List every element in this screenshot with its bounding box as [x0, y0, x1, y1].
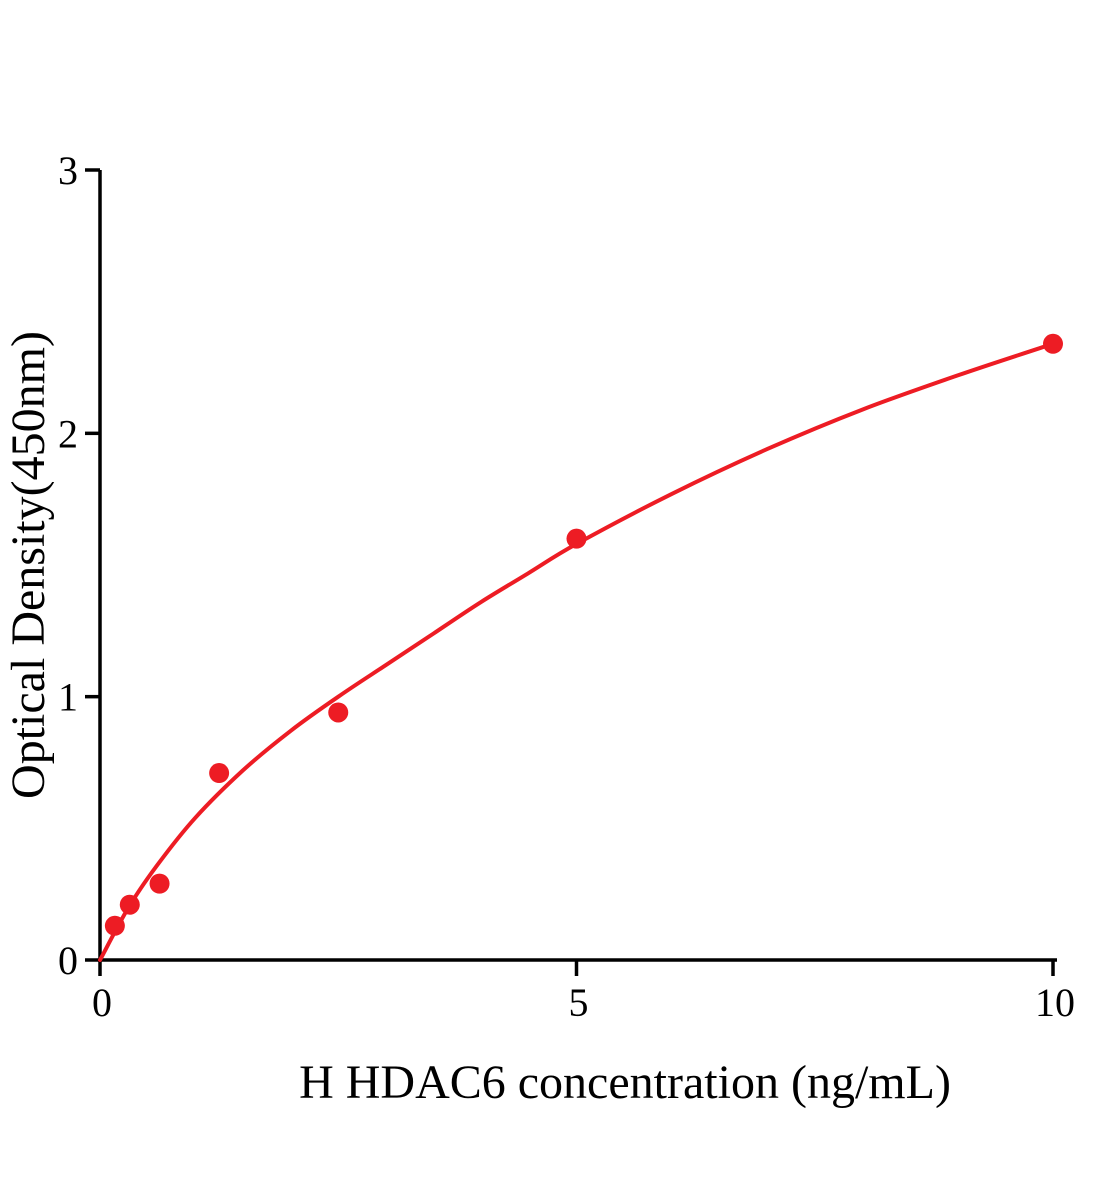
data-point: [1043, 333, 1063, 354]
data-point: [328, 702, 349, 723]
fit-curve: [98, 341, 1055, 962]
data-point: [209, 763, 230, 784]
data-point: [566, 528, 587, 549]
x-tick-label: 5: [569, 980, 589, 1025]
plot-area: 0 1 2 3 0 5 10: [58, 148, 1075, 1025]
x-axis-title: H HDAC6 concentration (ng/mL): [299, 1056, 951, 1109]
y-tick-label: 3: [58, 148, 78, 193]
y-tick-label: 2: [58, 411, 78, 456]
y-tick-label: 1: [58, 675, 78, 720]
y-axis-title: Optical Density(450nm): [2, 331, 55, 799]
data-point: [104, 915, 125, 936]
data-point: [119, 894, 140, 915]
y-tick-label: 0: [58, 938, 78, 983]
x-tick-label: 0: [92, 980, 112, 1025]
x-tick-label: 10: [1035, 980, 1075, 1025]
data-point: [149, 873, 170, 894]
